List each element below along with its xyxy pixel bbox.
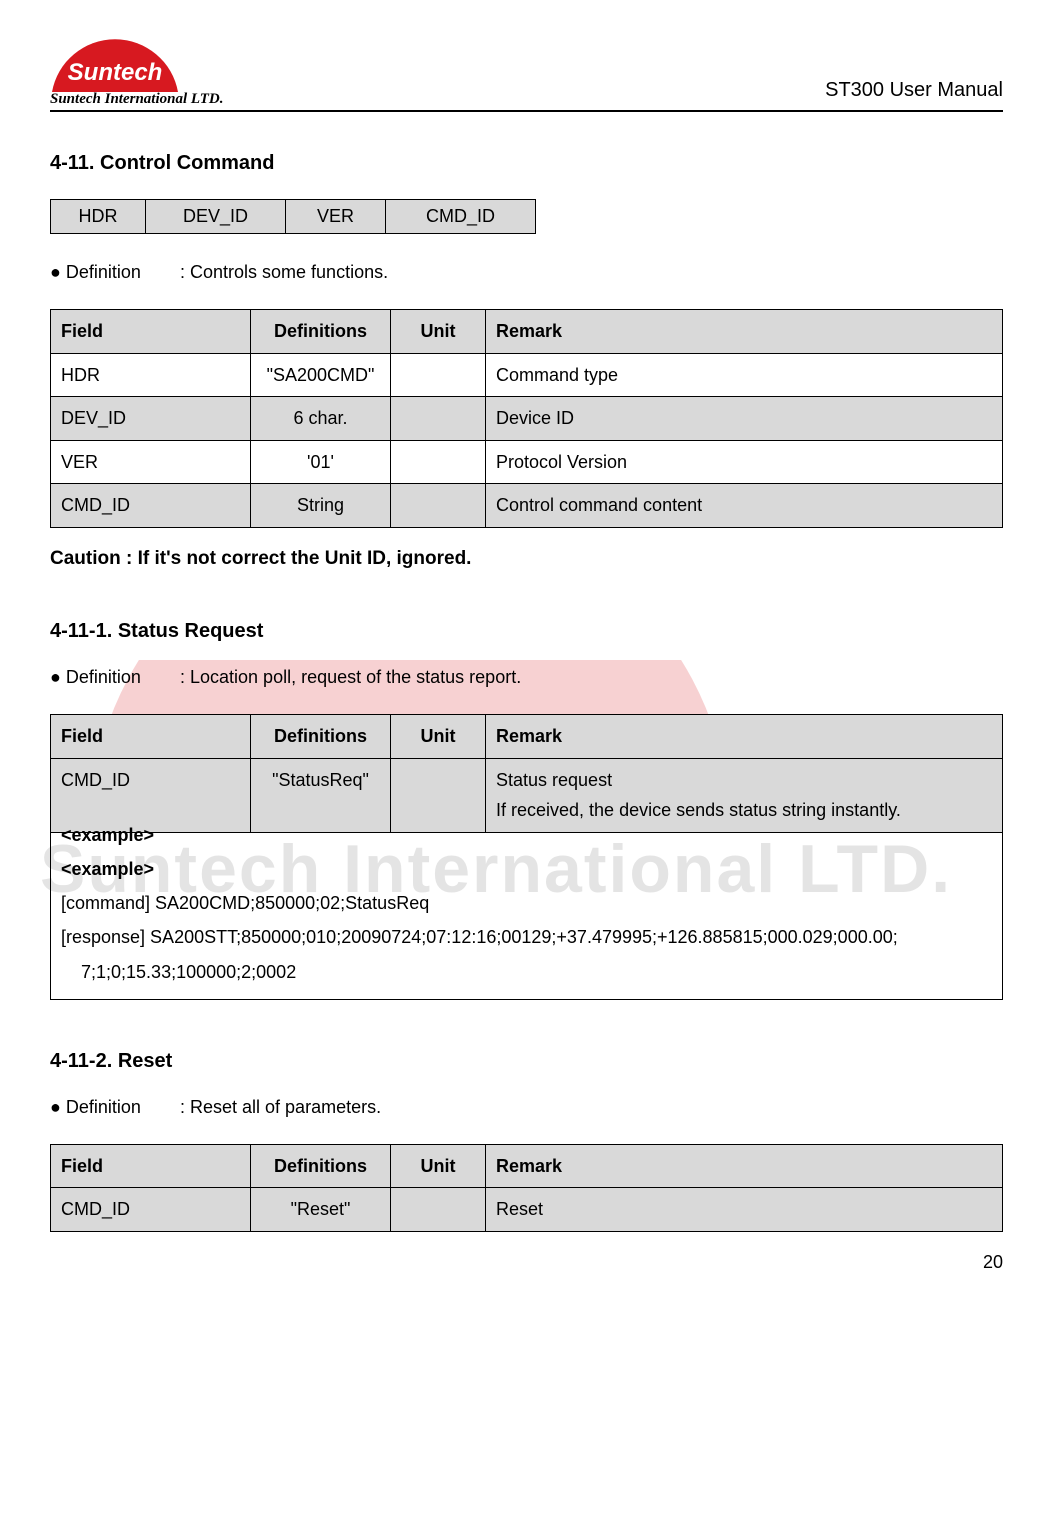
section-heading: 4-11. Control Command [50, 152, 1003, 175]
svg-text:Suntech: Suntech [68, 59, 163, 86]
table-header: Definitions [251, 714, 391, 758]
table-cell: Protocol Version [486, 440, 1003, 484]
example-heading: <example> [61, 852, 992, 886]
table-header: Unit [391, 310, 486, 354]
definition-text: : Location poll, request of the status r… [180, 667, 521, 688]
table-cell: Command type [486, 353, 1003, 397]
table-cell: '01' [251, 440, 391, 484]
mini-cell: VER [286, 200, 386, 234]
table-header: Definitions [251, 310, 391, 354]
logo-block: Suntech Suntech International LTD. [50, 30, 224, 108]
table-cell: Control command content [486, 484, 1003, 528]
table-header: Remark [486, 1144, 1003, 1188]
table-cell: Reset [486, 1188, 1003, 1232]
table-cell [391, 484, 486, 528]
table-cell: CMD_ID [51, 1188, 251, 1232]
table-header: Definitions [251, 1144, 391, 1188]
table-header: Unit [391, 1144, 486, 1188]
table-cell: Device ID [486, 397, 1003, 441]
table-cell [391, 440, 486, 484]
mini-cell: CMD_ID [386, 200, 536, 234]
page-header: Suntech Suntech International LTD. ST300… [50, 30, 1003, 112]
table-cell: CMD_ID [51, 484, 251, 528]
table-header: Field [51, 1144, 251, 1188]
example-line: [command] SA200CMD;850000;02;StatusReq [61, 886, 992, 920]
definition-label: ● Definition [50, 667, 180, 688]
field-table-411: FieldDefinitionsUnitRemark HDR"SA200CMD"… [50, 309, 1003, 528]
table-header: Field [51, 714, 251, 758]
table-header: Remark [486, 310, 1003, 354]
table-header: Unit [391, 714, 486, 758]
definition-label: ● Definition [50, 1097, 180, 1118]
table-header: Remark [486, 714, 1003, 758]
table-cell: VER [51, 440, 251, 484]
definition-label: ● Definition [50, 262, 180, 283]
suntech-logo-icon: Suntech [50, 30, 180, 95]
example-block: <example> <example> [command] SA200CMD;8… [50, 812, 1003, 1000]
definition-line: ● Definition : Location poll, request of… [50, 667, 1003, 688]
table-cell: DEV_ID [51, 397, 251, 441]
document-title: ST300 User Manual [825, 79, 1003, 108]
mini-cell: HDR [51, 200, 146, 234]
example-line: 7;1;0;15.33;100000;2;0002 [61, 955, 992, 989]
section-heading: 4-11-1. Status Request [50, 620, 1003, 643]
field-table-4112: FieldDefinitionsUnitRemark CMD_ID"Reset"… [50, 1144, 1003, 1232]
table-cell [391, 397, 486, 441]
definition-text: : Controls some functions. [180, 262, 388, 283]
page-number: 20 [50, 1252, 1003, 1273]
table-header: Field [51, 310, 251, 354]
definition-line: ● Definition : Controls some functions. [50, 262, 1003, 283]
table-cell [391, 1188, 486, 1232]
definition-line: ● Definition : Reset all of parameters. [50, 1097, 1003, 1118]
table-cell [391, 353, 486, 397]
caution-text: Caution : If it's not correct the Unit I… [50, 548, 1003, 570]
table-cell: HDR [51, 353, 251, 397]
definition-text: : Reset all of parameters. [180, 1097, 381, 1118]
table-cell: 6 char. [251, 397, 391, 441]
mini-cell: DEV_ID [146, 200, 286, 234]
table-cell: "SA200CMD" [251, 353, 391, 397]
table-cell: "Reset" [251, 1188, 391, 1232]
section-heading: 4-11-2. Reset [50, 1050, 1003, 1073]
command-structure-table: HDRDEV_IDVERCMD_ID [50, 199, 536, 234]
table-cell: String [251, 484, 391, 528]
example-line: [response] SA200STT;850000;010;20090724;… [61, 920, 992, 954]
